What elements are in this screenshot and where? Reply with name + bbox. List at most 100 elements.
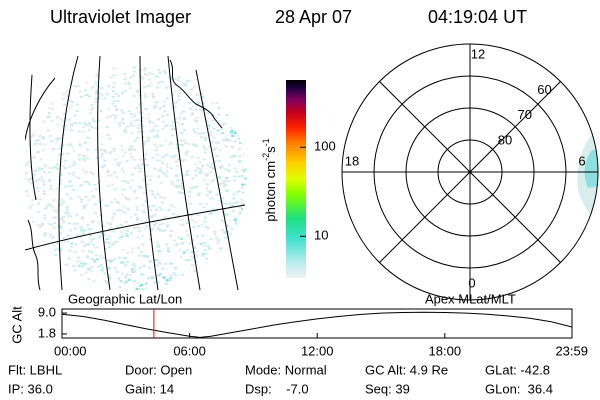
image-pixel [135, 217, 139, 220]
image-pixel [153, 213, 157, 216]
image-pixel [27, 91, 31, 94]
polar-plot [341, 43, 599, 301]
image-pixel [59, 173, 63, 176]
image-pixel [43, 233, 47, 235]
image-pixel [220, 128, 224, 131]
colorbar-tick-label: 10 [314, 228, 328, 243]
image-pixel [184, 82, 188, 85]
image-pixel [222, 182, 226, 185]
image-pixel [212, 210, 216, 213]
image-pixel [84, 271, 88, 274]
image-pixel [172, 271, 176, 274]
status-field: Mode: Normal [245, 362, 327, 377]
image-pixel [59, 182, 63, 185]
image-pixel [164, 67, 168, 70]
image-pixel [233, 175, 237, 178]
image-pixel [70, 277, 74, 280]
image-pixel [226, 84, 230, 87]
image-pixel [123, 78, 127, 81]
image-pixel [239, 276, 243, 279]
status-field: GC Alt: 4.9 Re [365, 362, 448, 377]
image-pixel [208, 247, 212, 250]
image-pixel [79, 274, 83, 277]
image-pixel [195, 116, 199, 119]
image-pixel [145, 225, 149, 228]
image-pixel [84, 141, 87, 144]
image-pixel [25, 127, 27, 130]
image-pixel [94, 246, 97, 249]
image-pixel [68, 249, 72, 252]
image-pixel [46, 285, 50, 288]
image-pixel [190, 219, 194, 221]
image-pixel [198, 160, 202, 163]
image-pixel [62, 98, 65, 101]
image-pixel [175, 174, 178, 177]
image-pixel [103, 233, 107, 236]
y-tick-label: 1.8 [38, 325, 56, 340]
image-pixel [158, 107, 162, 110]
status-field: Gain: 14 [125, 381, 174, 396]
image-pixel [146, 139, 150, 142]
image-pixel [127, 81, 130, 84]
image-pixel [39, 240, 43, 243]
image-pixel [25, 124, 28, 127]
image-pixel [78, 158, 82, 161]
image-pixel [220, 164, 224, 167]
image-pixel [191, 143, 195, 146]
image-pixel [83, 262, 87, 265]
image-pixel [125, 261, 129, 264]
image-pixel [79, 184, 83, 187]
image-pixel [132, 124, 135, 127]
image-pixel [84, 171, 87, 174]
image-pixel [56, 167, 60, 170]
image-pixel [61, 153, 65, 156]
image-pixel [203, 148, 207, 151]
image-pixel [42, 276, 46, 279]
mlt-label: 12 [471, 46, 485, 61]
image-pixel [147, 136, 151, 139]
image-pixel [209, 170, 213, 173]
image-pixel [67, 276, 71, 278]
image-pixel [144, 73, 147, 76]
image-pixel [73, 288, 77, 290]
image-pixel [136, 246, 140, 249]
image-pixel [154, 259, 158, 262]
image-pixel [166, 224, 170, 227]
image-pixel [127, 83, 131, 86]
image-pixel [99, 109, 103, 112]
image-pixel [234, 242, 238, 245]
image-pixel [96, 258, 99, 261]
image-pixel [93, 184, 97, 187]
image-pixel [222, 281, 226, 284]
image-pixel [120, 168, 124, 171]
image-pixel [209, 85, 213, 88]
image-pixel [165, 114, 169, 116]
image-pixel [156, 101, 160, 104]
image-pixel [41, 167, 44, 170]
image-pixel [86, 157, 90, 160]
geographic-image [25, 55, 247, 290]
mlt-label: 0 [468, 275, 475, 290]
image-pixel [151, 93, 155, 96]
image-pixel [158, 223, 162, 226]
image-pixel [210, 79, 214, 82]
image-pixel [195, 132, 199, 135]
image-pixel [68, 118, 72, 121]
image-pixel [156, 227, 160, 230]
image-pixel [202, 158, 206, 161]
image-pixel [28, 206, 32, 209]
image-pixel [45, 80, 49, 83]
image-pixel [133, 119, 137, 122]
label-base: photon cm [263, 161, 278, 222]
image-pixel [92, 243, 96, 246]
image-pixel [214, 141, 218, 144]
image-pixel [146, 254, 150, 257]
image-pixel [239, 279, 243, 282]
image-pixel [152, 277, 156, 280]
image-pixel [56, 138, 60, 141]
image-pixel [230, 145, 234, 148]
image-pixel [100, 269, 104, 272]
image-pixel [47, 180, 51, 182]
image-pixel [209, 261, 213, 264]
image-pixel [103, 159, 107, 162]
